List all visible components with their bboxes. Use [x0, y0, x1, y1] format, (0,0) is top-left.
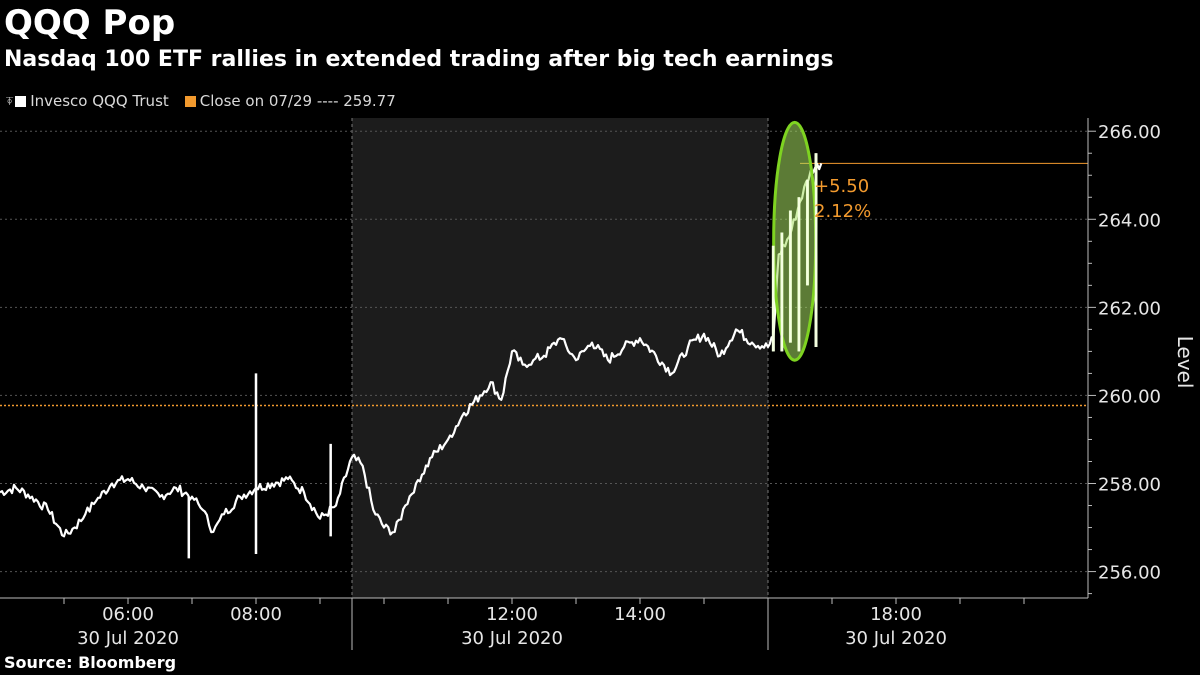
x-tick-label: 12:00	[486, 604, 538, 625]
annotations: +5.50 2.12%	[814, 176, 871, 222]
gridlines	[0, 118, 1088, 598]
highlight-ellipse	[772, 120, 818, 362]
legend-entry-close: Close on 07/29 ---- 259.77	[184, 91, 396, 111]
x-date-label: 30 Jul 2020	[77, 628, 179, 649]
x-date-label: 30 Jul 2020	[845, 628, 947, 649]
y-axis-title: Level	[1173, 336, 1197, 389]
y-tick-label: 264.00	[1098, 210, 1161, 231]
legend-label-close: Close on 07/29 ---- 259.77	[199, 92, 396, 110]
x-date-label: 30 Jul 2020	[461, 628, 563, 649]
square-icon	[184, 95, 196, 107]
y-tick-label: 266.00	[1098, 122, 1161, 143]
x-tick-label: 18:00	[870, 604, 922, 625]
change-abs-label: +5.50	[814, 176, 869, 197]
source-note: Source: Bloomberg	[4, 653, 177, 672]
legend-swatch-qqq	[15, 95, 27, 107]
legend-entry-qqq: ⍕ Invesco QQQ Trust	[6, 91, 169, 111]
legend: ⍕ Invesco QQQ Trust Close on 07/29 ---- …	[6, 91, 412, 111]
legend-label-qqq: Invesco QQQ Trust	[30, 92, 169, 110]
candle-icon: ⍕	[6, 94, 14, 108]
x-tick-label: 14:00	[614, 604, 666, 625]
y-axis: 256.00 258.00 260.00 262.00 264.00 266.00	[1087, 118, 1161, 598]
y-tick-label: 260.00	[1098, 386, 1161, 407]
x-tick-label: 06:00	[102, 604, 154, 625]
chart-subtitle: Nasdaq 100 ETF rallies in extended tradi…	[4, 47, 834, 72]
x-tick-label: 08:00	[230, 604, 282, 625]
y-tick-label: 256.00	[1098, 563, 1161, 584]
highlight-ellipse-shape	[772, 120, 818, 362]
chart-title: QQQ Pop	[4, 3, 176, 43]
x-axis: 06:00 08:00 12:00 14:00 18:00 30 Jul 2020 30 J…	[0, 597, 1088, 650]
price-line	[0, 162, 823, 538]
session-shade	[352, 118, 768, 598]
y-tick-label: 262.00	[1098, 298, 1161, 319]
change-pct-label: 2.12%	[814, 201, 871, 222]
y-tick-label: 258.00	[1098, 475, 1161, 496]
